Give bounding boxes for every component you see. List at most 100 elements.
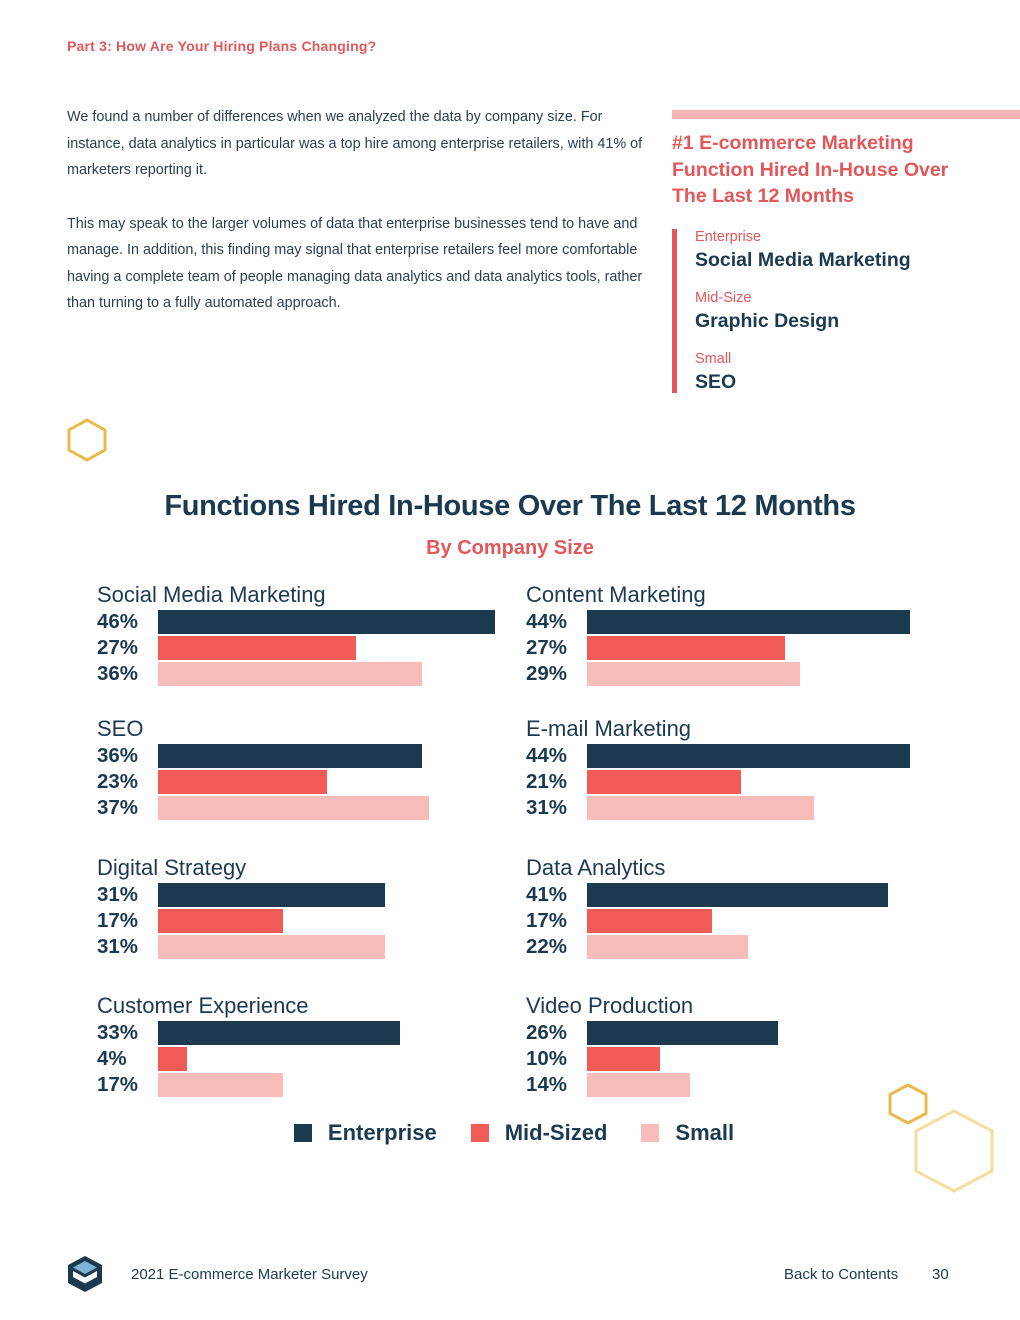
- bar-row: 14%: [526, 1073, 946, 1099]
- bar-enterprise: [587, 883, 888, 907]
- bar-mid-sized: [158, 770, 327, 794]
- sidebar-item-value: SEO: [695, 371, 737, 393]
- group-name: Customer Experience: [97, 993, 309, 1018]
- sidebar-accent-bar: [672, 110, 1020, 119]
- data-label: 44%: [526, 744, 568, 767]
- intro-paragraph-1: We found a number of differences when we…: [67, 109, 643, 178]
- sidebar-title: #1 E-commerce Marketing Function Hired I…: [672, 132, 949, 207]
- bar-small: [158, 796, 430, 820]
- bar-small: [587, 935, 749, 959]
- sidebar-item-label: Enterprise: [695, 229, 762, 245]
- data-label: 31%: [97, 935, 139, 958]
- bar-row: 36%: [97, 744, 517, 770]
- data-label: 36%: [97, 662, 139, 685]
- bar-row: 17%: [97, 909, 517, 935]
- data-label: 4%: [97, 1047, 127, 1070]
- bar-row: 17%: [526, 909, 946, 935]
- sidebar-item-label: Small: [695, 351, 732, 367]
- legend-item-small: Small: [641, 1120, 734, 1146]
- bar-mid-sized: [158, 909, 283, 933]
- data-label: 22%: [526, 935, 568, 958]
- bar-row: 31%: [97, 883, 517, 909]
- bar-enterprise: [587, 610, 910, 634]
- bar-row: 23%: [97, 770, 517, 796]
- data-label: 31%: [526, 796, 568, 819]
- data-label: 27%: [526, 636, 568, 659]
- bar-row: 37%: [97, 796, 517, 822]
- data-label: 41%: [526, 883, 568, 906]
- bar-mid-sized: [158, 1047, 188, 1071]
- chart-group: Video Production 26% 10% 14%: [526, 991, 946, 1099]
- bar-row: 33%: [97, 1021, 517, 1047]
- part-title: Part 3: How Are Your Hiring Plans Changi…: [67, 38, 377, 54]
- chart-group: Customer Experience 33% 4% 17%: [97, 991, 517, 1099]
- back-to-contents-link[interactable]: Back to Contents: [784, 1266, 899, 1283]
- data-label: 23%: [97, 770, 139, 793]
- chart-subtitle: By Company Size: [426, 537, 594, 559]
- bar-enterprise: [587, 744, 910, 768]
- bar-row: 29%: [526, 662, 946, 688]
- legend-label: Mid-Sized: [504, 1120, 608, 1145]
- legend-swatch-small: [641, 1124, 660, 1142]
- bar-enterprise: [158, 1021, 400, 1045]
- bar-enterprise: [158, 744, 422, 768]
- bar-enterprise: [158, 883, 386, 907]
- bar-row: 27%: [526, 636, 946, 662]
- sidebar-list: Enterprise Social Media Marketing Mid-Si…: [672, 229, 972, 393]
- group-name: Data Analytics: [526, 855, 666, 880]
- data-label: 17%: [97, 1073, 139, 1096]
- data-label: 21%: [526, 770, 568, 793]
- bar-row: 31%: [526, 796, 946, 822]
- data-label: 26%: [526, 1021, 568, 1044]
- intro-text: We found a number of differences when we…: [67, 104, 657, 344]
- legend-label: Enterprise: [327, 1120, 437, 1145]
- logo-icon: [68, 1256, 102, 1292]
- group-name: Content Marketing: [526, 582, 706, 607]
- data-label: 33%: [97, 1021, 139, 1044]
- group-name: Video Production: [526, 993, 694, 1018]
- data-label: 27%: [97, 636, 139, 659]
- bar-mid-sized: [158, 636, 356, 660]
- bar-mid-sized: [587, 770, 741, 794]
- data-label: 44%: [526, 610, 568, 633]
- bar-row: 36%: [97, 662, 517, 688]
- legend-item-enterprise: Enterprise: [293, 1120, 437, 1146]
- chart-group: Content Marketing 44% 27% 29%: [526, 580, 946, 688]
- sidebar-item-value: Graphic Design: [695, 310, 840, 332]
- data-label: 37%: [97, 796, 139, 819]
- legend-item-mid-sized: Mid-Sized: [470, 1120, 608, 1146]
- chart-group: E-mail Marketing 44% 21% 31%: [526, 714, 946, 822]
- hexagon-icon: [914, 1109, 994, 1193]
- bar-row: 41%: [526, 883, 946, 909]
- legend-swatch-mid-sized: [470, 1124, 489, 1142]
- sidebar-item-enterprise: Enterprise Social Media Marketing: [695, 229, 972, 290]
- bar-enterprise: [158, 610, 496, 634]
- bar-small: [158, 935, 386, 959]
- bar-row: 10%: [526, 1047, 946, 1073]
- bar-small: [587, 796, 815, 820]
- bar-row: 4%: [97, 1047, 517, 1073]
- data-label: 31%: [97, 883, 139, 906]
- data-label: 29%: [526, 662, 568, 685]
- legend-label: Small: [675, 1120, 735, 1145]
- bar-mid-sized: [587, 636, 785, 660]
- bar-row: 26%: [526, 1021, 946, 1047]
- chart-title: Functions Hired In-House Over The Last 1…: [164, 490, 856, 522]
- group-name: Digital Strategy: [97, 855, 247, 880]
- bar-mid-sized: [587, 1047, 661, 1071]
- chart-group: SEO 36% 23% 37%: [97, 714, 517, 822]
- intro-paragraph-2: This may speak to the larger volumes of …: [67, 215, 643, 312]
- bar-enterprise: [587, 1021, 778, 1045]
- bar-row: 27%: [97, 636, 517, 662]
- data-label: 36%: [97, 744, 139, 767]
- group-name: E-mail Marketing: [526, 716, 692, 741]
- bar-row: 46%: [97, 610, 517, 636]
- data-label: 17%: [526, 909, 568, 932]
- bar-row: 21%: [526, 770, 946, 796]
- data-label: 17%: [97, 909, 139, 932]
- bar-row: 22%: [526, 935, 946, 961]
- bar-row: 44%: [526, 744, 946, 770]
- bar-mid-sized: [587, 909, 712, 933]
- chart-group: Social Media Marketing 46% 27% 36%: [97, 580, 517, 688]
- sidebar-item-value: Social Media Marketing: [695, 249, 911, 271]
